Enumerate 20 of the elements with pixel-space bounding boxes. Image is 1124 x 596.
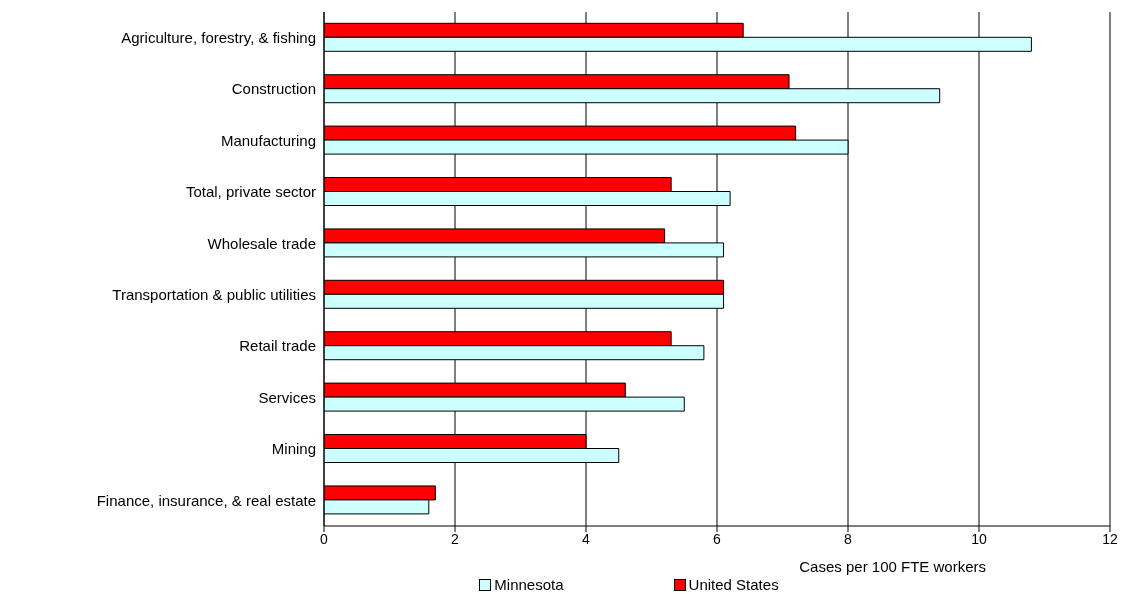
x-tick-label: 0 (320, 530, 329, 547)
y-tick-label: Construction (231, 80, 316, 98)
x-tick-label: 2 (451, 530, 460, 547)
y-tick-label: Wholesale trade (207, 234, 316, 252)
x-tick-label: 10 (971, 530, 987, 547)
x-tick-label: 12 (1102, 530, 1118, 547)
x-tick-label: 4 (582, 530, 591, 547)
x-tick-label: 6 (713, 530, 722, 547)
y-tick-label: Agriculture, forestry, & fishing (121, 29, 316, 47)
legend-label: Minnesota (493, 576, 564, 593)
y-tick-label: Total, private sector (185, 183, 316, 201)
x-tick-label: 8 (844, 530, 853, 547)
y-tick-label: Mining (271, 440, 316, 458)
y-tick-label: Transportation & public utilities (112, 286, 316, 304)
y-tick-label: Services (258, 388, 316, 406)
y-tick-label: Finance, insurance, & real estate (96, 491, 316, 509)
x-axis-title: Cases per 100 FTE workers (799, 558, 986, 575)
legend-label: United States (687, 576, 779, 593)
y-tick-label: Manufacturing (220, 131, 316, 149)
y-tick-label: Retail trade (239, 337, 316, 355)
